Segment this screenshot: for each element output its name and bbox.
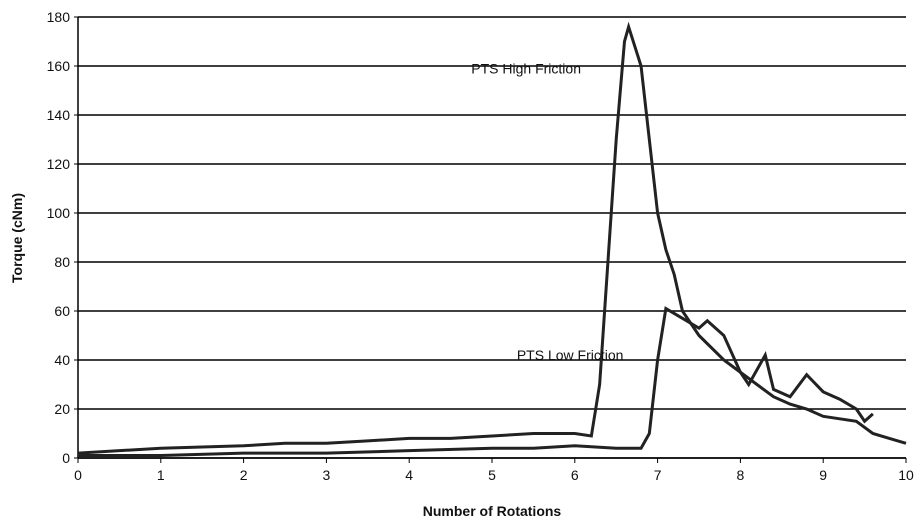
series-label: PTS High Friction [471,60,581,76]
y-tick-label: 80 [54,254,70,270]
x-tick-label: 0 [74,467,82,483]
x-tick-label: 7 [654,467,662,483]
x-tick-label: 5 [488,467,496,483]
x-tick-label: 8 [737,467,745,483]
series-label: PTS Low Friction [517,347,624,363]
y-tick-label: 140 [47,107,71,123]
y-tick-label: 180 [47,9,71,25]
y-tick-label: 100 [47,205,71,221]
x-tick-label: 2 [240,467,248,483]
x-tick-label: 1 [157,467,165,483]
x-tick-label: 6 [571,467,579,483]
line-series [78,306,874,458]
y-tick-label: 40 [54,352,70,368]
x-tick-label: 3 [323,467,331,483]
x-tick-label: 4 [405,467,413,483]
x-tick-label: 9 [819,467,827,483]
x-axis-label: Number of Rotations [423,503,562,519]
y-tick-label: 60 [54,303,70,319]
x-tick-label: 10 [898,467,914,483]
y-tick-label: 120 [47,156,71,172]
line-series [77,21,907,455]
y-tick-label: 0 [62,450,70,466]
y-tick-label: 160 [47,58,71,74]
y-axis-label: Torque (cNm) [9,193,25,283]
y-tick-label: 20 [54,401,70,417]
